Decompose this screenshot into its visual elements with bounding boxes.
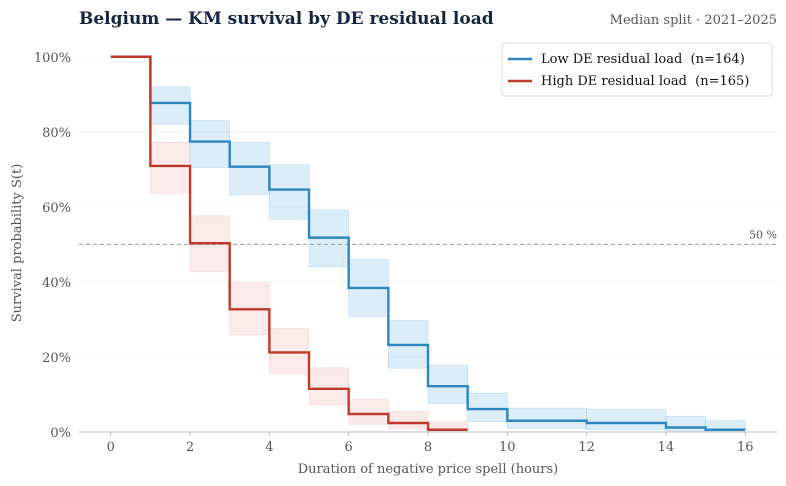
survival-curves xyxy=(110,55,746,431)
legend: Low DE residual load (n=164) High DE res… xyxy=(501,42,773,97)
chart-subtitle: Median split · 2021–2025 xyxy=(610,13,777,28)
x-tick-label-2: 4 xyxy=(265,440,273,455)
ci-band-series-0-interval-1 xyxy=(150,86,191,125)
x-axis-ticks: 0 2 4 6 8 10 12 14 16 xyxy=(107,432,754,455)
ci-band-series-0-interval-11 xyxy=(586,409,667,431)
x-tick-label-5: 10 xyxy=(499,440,516,455)
median-reference-label: 50 % xyxy=(749,228,777,241)
x-tick-label-6: 12 xyxy=(578,440,595,455)
x-tick-label-4: 8 xyxy=(424,440,432,455)
chart-title: Belgium — KM survival by DE residual loa… xyxy=(79,9,494,29)
ci-band-series-1-interval-5 xyxy=(308,367,349,406)
y-tick-label-3: 60% xyxy=(42,201,71,216)
y-tick-label-2: 40% xyxy=(42,276,71,291)
y-tick-label-4: 80% xyxy=(42,126,71,141)
y-tick-label-0: 0% xyxy=(50,426,71,441)
legend-label-high: High DE residual load (n=165) xyxy=(541,74,749,89)
x-tick-label-0: 0 xyxy=(107,440,115,455)
ci-band-series-0-interval-2 xyxy=(189,120,231,168)
x-tick-label-8: 16 xyxy=(737,440,754,455)
x-tick-label-1: 2 xyxy=(186,440,194,455)
ci-band-series-0-interval-12 xyxy=(665,415,706,433)
ci-band-series-1-interval-6 xyxy=(348,398,389,425)
confidence-bands xyxy=(150,86,746,433)
ci-band-series-1-interval-4 xyxy=(269,328,310,375)
ci-band-series-0-interval-3 xyxy=(229,142,270,196)
survival-curve-series-0 xyxy=(110,55,746,431)
reference-line-group: 50 % xyxy=(79,228,777,245)
y-tick-label-1: 20% xyxy=(42,351,71,366)
x-tick-label-3: 6 xyxy=(345,440,353,455)
legend-label-low: Low DE residual load (n=164) xyxy=(541,52,745,67)
x-tick-label-7: 14 xyxy=(658,440,675,455)
x-axis-label: Duration of negative price spell (hours) xyxy=(298,462,558,477)
ci-band-series-1-interval-7 xyxy=(388,411,429,430)
gridlines xyxy=(79,56,777,358)
ci-band-series-1-interval-1 xyxy=(150,142,191,194)
ci-band-series-0-interval-8 xyxy=(427,364,468,404)
y-axis-ticks: 0% 20% 40% 60% 80% 100% xyxy=(34,51,71,441)
ci-band-series-0-interval-9 xyxy=(467,393,508,422)
ci-band-series-0-interval-10 xyxy=(507,407,587,429)
survival-curve-series-1 xyxy=(110,55,468,431)
y-tick-label-5: 100% xyxy=(34,51,71,66)
y-axis-label: Survival probability S(t) xyxy=(10,164,25,323)
legend-box xyxy=(501,42,773,97)
ci-band-series-0-interval-4 xyxy=(269,164,310,220)
